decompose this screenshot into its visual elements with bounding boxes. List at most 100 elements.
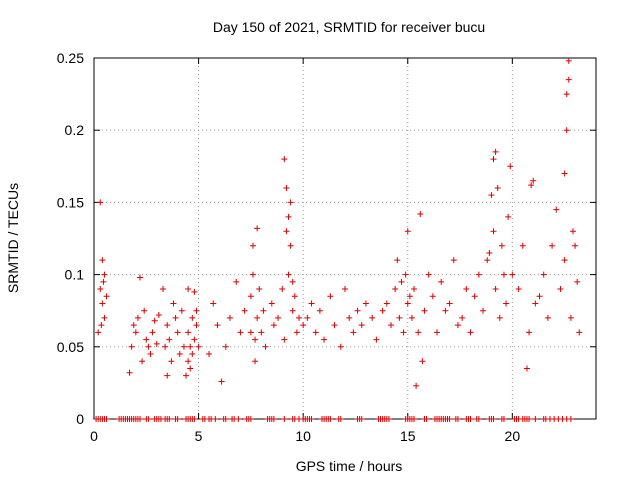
data-point <box>222 343 229 350</box>
data-point <box>289 278 296 285</box>
data-point <box>505 213 512 220</box>
data-point <box>312 329 319 336</box>
data-point <box>342 286 348 293</box>
data-point <box>362 300 369 307</box>
x-tick-label: 5 <box>195 428 203 444</box>
data-point <box>394 257 401 264</box>
data-point <box>210 300 217 307</box>
data-point <box>442 307 449 314</box>
data-point <box>247 329 254 336</box>
y-tick-label: 0.25 <box>57 50 84 66</box>
data-point <box>281 336 288 343</box>
data-point <box>434 329 441 336</box>
data-point <box>178 307 185 314</box>
data-point <box>170 300 177 307</box>
data-point <box>180 343 187 350</box>
data-point <box>287 199 294 206</box>
data-point <box>187 343 194 350</box>
data-point-zero <box>490 416 497 422</box>
y-tick-label: 0.1 <box>65 267 85 283</box>
data-point <box>388 322 395 329</box>
data-point <box>475 271 482 278</box>
data-point-zero <box>212 416 219 422</box>
data-point <box>218 378 225 385</box>
data-point <box>490 228 497 235</box>
data-point <box>101 314 108 321</box>
data-point <box>503 300 510 307</box>
data-point <box>143 336 150 343</box>
data-point <box>132 329 139 336</box>
data-point <box>233 278 240 285</box>
data-point <box>258 329 265 336</box>
data-point <box>151 317 158 324</box>
data-point <box>396 314 403 321</box>
data-point <box>291 293 298 300</box>
data-point <box>260 307 267 314</box>
data-point <box>145 343 152 350</box>
data-point <box>507 163 514 170</box>
data-point <box>569 228 576 235</box>
plot-frame <box>93 57 597 420</box>
data-point <box>191 288 198 295</box>
data-point <box>147 351 154 358</box>
data-point <box>97 199 104 206</box>
data-point <box>189 314 196 321</box>
data-point <box>492 148 499 155</box>
data-point-zero <box>235 416 242 422</box>
data-point <box>98 322 105 329</box>
data-point <box>519 242 526 249</box>
data-point <box>494 184 501 191</box>
data-point <box>400 329 407 336</box>
data-point <box>101 271 108 278</box>
data-point <box>354 307 361 314</box>
data-point <box>185 358 192 365</box>
data-point <box>185 286 192 293</box>
data-point-zero <box>454 416 461 422</box>
x-axis-label: GPS time / hours <box>296 458 403 474</box>
data-point <box>185 329 192 336</box>
data-point-zero <box>281 416 288 422</box>
data-point <box>574 278 581 285</box>
data-point <box>126 369 133 376</box>
data-point <box>383 300 390 307</box>
data-point <box>346 314 353 321</box>
data-point <box>172 314 179 321</box>
data-point <box>295 314 302 321</box>
data-point <box>285 213 292 220</box>
data-point <box>247 293 254 300</box>
data-point <box>337 343 344 350</box>
data-point <box>540 271 547 278</box>
data-point <box>141 307 148 314</box>
data-point <box>191 336 198 343</box>
x-tick-label: 20 <box>505 428 521 444</box>
data-point <box>249 271 256 278</box>
data-point <box>279 286 286 293</box>
data-point-zero <box>526 416 533 422</box>
data-point <box>411 286 418 293</box>
data-point <box>408 314 415 321</box>
data-point <box>176 351 183 358</box>
y-tick-label: 0.2 <box>65 122 85 138</box>
data-point-zero <box>446 416 453 422</box>
data-point <box>283 184 290 191</box>
data-point <box>415 329 422 336</box>
data-point <box>565 76 572 83</box>
data-point <box>214 322 221 329</box>
data-point-zero <box>145 416 152 422</box>
data-point <box>373 336 380 343</box>
data-points <box>93 57 583 422</box>
data-point <box>471 293 478 300</box>
data-point-zero <box>467 416 474 422</box>
data-point <box>316 307 323 314</box>
data-point <box>565 57 572 64</box>
data-point <box>528 182 535 189</box>
data-point <box>300 322 307 329</box>
data-point-zero <box>500 416 507 422</box>
data-point <box>454 322 461 329</box>
data-point <box>530 177 537 184</box>
data-point <box>97 286 104 293</box>
data-point <box>195 343 202 350</box>
data-point <box>553 206 560 213</box>
data-point <box>459 314 466 321</box>
